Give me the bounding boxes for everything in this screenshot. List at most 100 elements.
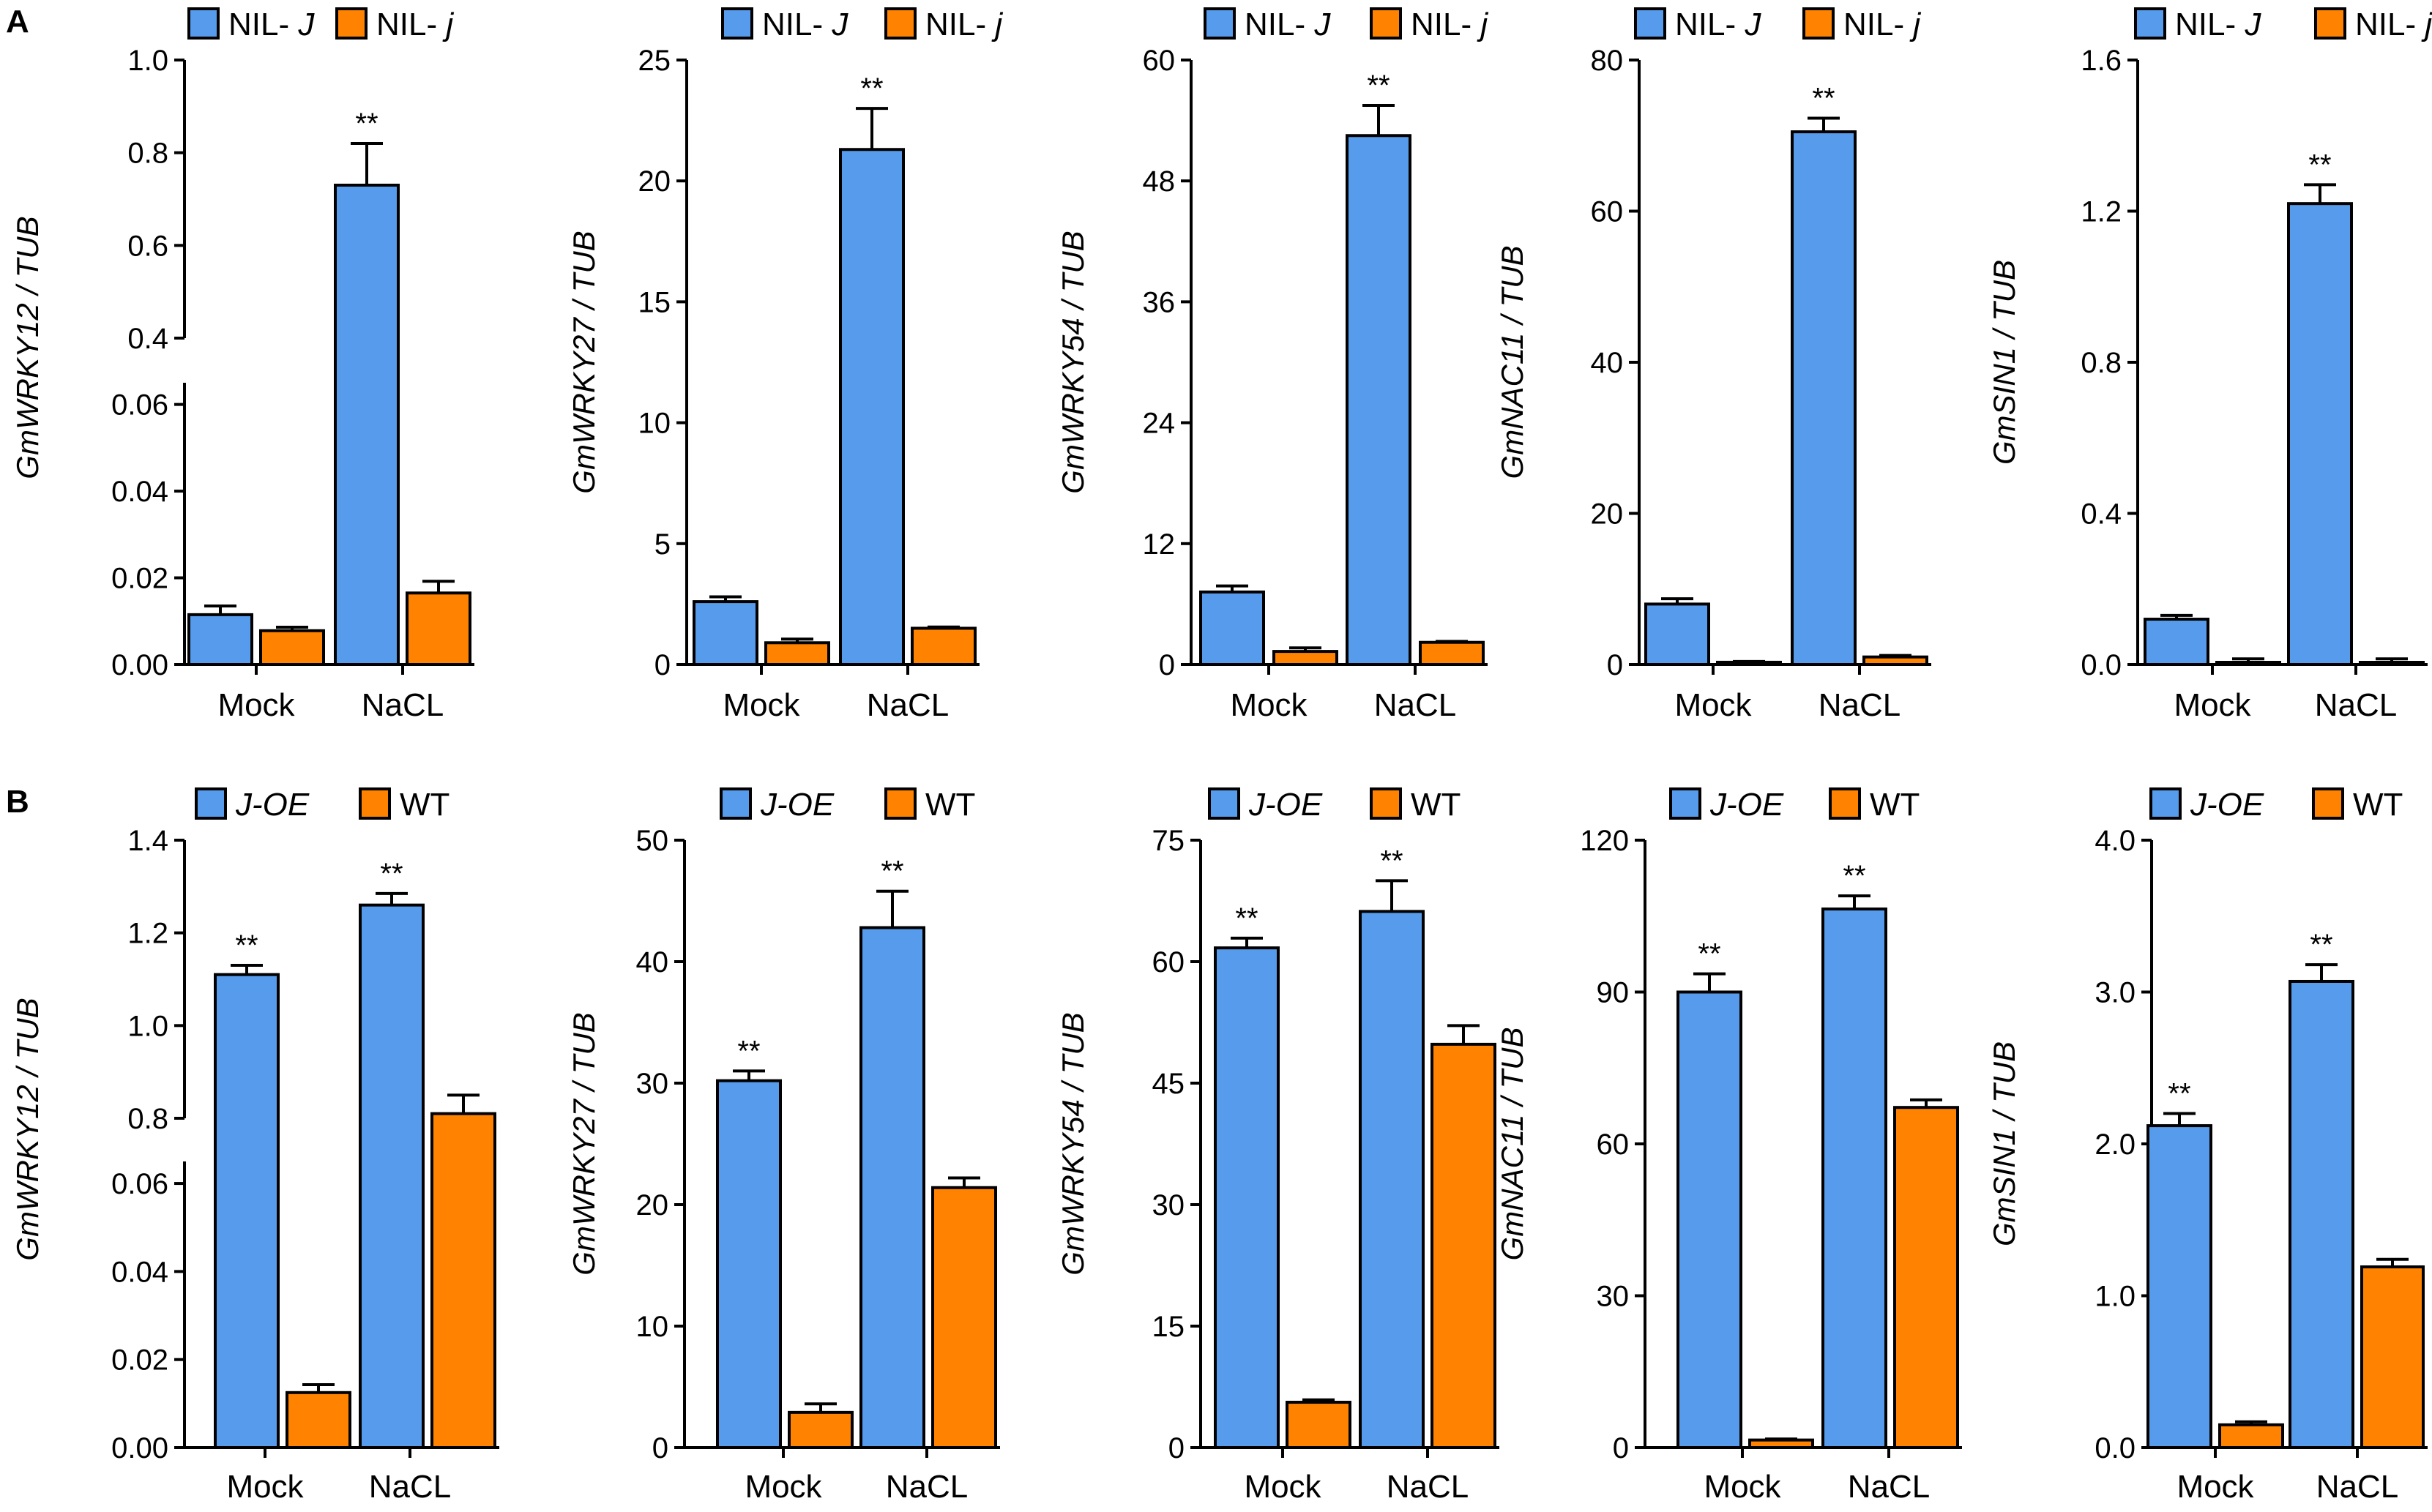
legend-swatch <box>721 7 753 40</box>
significance-label: ** <box>380 858 403 890</box>
x-tick-label: NaCL <box>1374 687 1457 723</box>
y-tick-label: 0.8 <box>2081 347 2122 379</box>
legend-label: J-OE <box>2190 787 2264 823</box>
y-tick-label: 12 <box>1143 528 1176 561</box>
y-tick-label: 0.06 <box>111 1168 168 1200</box>
y-tick-label: 10 <box>636 1311 669 1343</box>
bar-wt-nacl <box>1893 1106 1959 1449</box>
y-axis-label: GmWRKY12 / TUB <box>10 216 45 479</box>
y-tick-label: 0.04 <box>111 476 168 508</box>
bar-j-oe-nacl <box>1359 910 1425 1450</box>
bar-j-oe-nacl <box>2289 979 2354 1449</box>
bar-wt-nacl <box>430 1112 496 1449</box>
y-tick-label: 0 <box>1168 1432 1185 1464</box>
y-tick-label: 30 <box>1597 1281 1630 1313</box>
significance-label: ** <box>2308 149 2331 181</box>
bar-nil-j-mock <box>2144 618 2209 666</box>
legend-label: J-OE <box>235 787 310 823</box>
bar-j-oe-mock <box>1214 946 1280 1449</box>
bar-j-oe-mock <box>716 1079 782 1450</box>
x-tick-label: Mock <box>2177 1469 2254 1505</box>
legend-swatch <box>1829 787 1861 820</box>
legend-swatch <box>335 7 368 40</box>
legend-label: J-OE <box>760 787 835 823</box>
bar-nil-j-nacl <box>1419 640 1485 666</box>
panel-label-b: B <box>6 784 29 820</box>
bar-wt-nacl <box>1431 1042 1496 1449</box>
y-tick-label: 0.4 <box>127 323 168 355</box>
legend-label: NIL- j <box>925 7 1003 42</box>
bar-nil-j-nacl <box>1791 130 1857 666</box>
y-tick-label: 0.06 <box>111 389 168 422</box>
bar-nil-j-nacl <box>911 626 977 667</box>
legend-swatch <box>1802 7 1835 40</box>
bar-j-oe-mock <box>214 973 280 1449</box>
y-axis-label: GmSIN1 / TUB <box>1987 260 2021 465</box>
x-tick-label: NaCL <box>886 1469 969 1505</box>
legend-label: WT <box>400 787 450 823</box>
y-tick-label: 20 <box>638 165 671 198</box>
y-tick-label: 0 <box>1613 1432 1629 1464</box>
y-axis-label: GmNAC11 / TUB <box>1495 1028 1529 1261</box>
y-tick-label: 30 <box>636 1068 669 1100</box>
y-tick-label: 5 <box>654 528 671 561</box>
y-tick-label: 60 <box>1152 946 1185 978</box>
legend-label: NIL- j <box>1411 7 1488 42</box>
bar-nil-j-nacl <box>1862 655 1928 666</box>
significance-label: ** <box>881 856 903 888</box>
bar-nil-j-mock <box>2215 661 2281 666</box>
y-tick-label: 15 <box>1152 1311 1185 1343</box>
legend-swatch <box>2312 787 2344 820</box>
significance-label: ** <box>1235 902 1258 935</box>
y-axis-label: GmWRKY27 / TUB <box>567 1012 601 1275</box>
x-tick-label: Mock <box>1674 687 1752 723</box>
y-axis-label: GmWRKY54 / TUB <box>1056 1012 1090 1275</box>
y-tick-label: 0 <box>1607 649 1623 681</box>
significance-label: ** <box>355 108 378 140</box>
bar-nil-j-nacl <box>406 591 471 666</box>
y-tick-label: 0.02 <box>111 1344 168 1377</box>
bar-wt-mock <box>286 1391 351 1450</box>
chart-8: 0 15 30 45 60 75 Mock NaCL ** ** J-OE WT GmWRKY54 / … <box>1056 787 1499 1505</box>
legend-swatch <box>884 787 917 820</box>
bar-nil-j-mock <box>1644 602 1710 667</box>
legend-label: NIL- J <box>762 7 848 42</box>
bar-wt-mock <box>1286 1401 1351 1449</box>
x-tick-label: Mock <box>217 687 295 723</box>
legend-label: J-OE <box>1248 787 1323 823</box>
y-tick-label: 40 <box>1591 347 1624 379</box>
legend-label: NIL- j <box>1843 7 1921 42</box>
bar-nil-j-mock <box>1199 590 1265 667</box>
legend-swatch <box>195 787 227 820</box>
significance-label: ** <box>235 929 258 962</box>
y-tick-label: 3.0 <box>2095 977 2136 1009</box>
legend-swatch <box>1370 787 1402 820</box>
y-tick-label: 1.2 <box>2081 196 2122 228</box>
x-tick-label: NaCL <box>362 687 444 723</box>
y-tick-label: 0.8 <box>127 138 168 170</box>
y-tick-label: 0 <box>654 649 671 681</box>
legend-swatch <box>359 787 391 820</box>
x-tick-label: Mock <box>1244 1469 1321 1505</box>
legend-swatch <box>187 7 220 40</box>
y-tick-label: 0.0 <box>2095 1432 2136 1464</box>
chart-9: 0 30 60 90 120 Mock NaCL ** ** J-OE WT GmNAC11 / TU… <box>1495 787 1962 1505</box>
y-tick-label: 0.00 <box>111 1432 168 1464</box>
y-tick-label: 0 <box>652 1432 668 1464</box>
bar-wt-mock <box>2218 1423 2284 1449</box>
bar-j-oe-nacl <box>359 903 425 1449</box>
significance-label: ** <box>1698 938 1720 970</box>
legend-swatch <box>1634 7 1666 40</box>
y-tick-label: 30 <box>1152 1189 1185 1221</box>
y-tick-label: 1.6 <box>2081 45 2122 77</box>
x-tick-label: Mock <box>2174 687 2251 723</box>
chart-2: 0 5 10 15 20 25 Mock NaCL ** NIL- J NIL- j GmWRKY27… <box>567 7 1003 723</box>
legend-label: WT <box>1870 787 1920 823</box>
y-tick-label: 10 <box>638 408 671 440</box>
significance-label: ** <box>1367 70 1390 102</box>
significance-label: ** <box>1812 83 1835 115</box>
x-tick-label: NaCL <box>2315 687 2398 723</box>
chart-10: 0.0 1.0 2.0 3.0 4.0 Mock NaCL ** ** J-OE WT GmSIN1 … <box>1987 787 2428 1505</box>
legend-swatch <box>1204 7 1236 40</box>
